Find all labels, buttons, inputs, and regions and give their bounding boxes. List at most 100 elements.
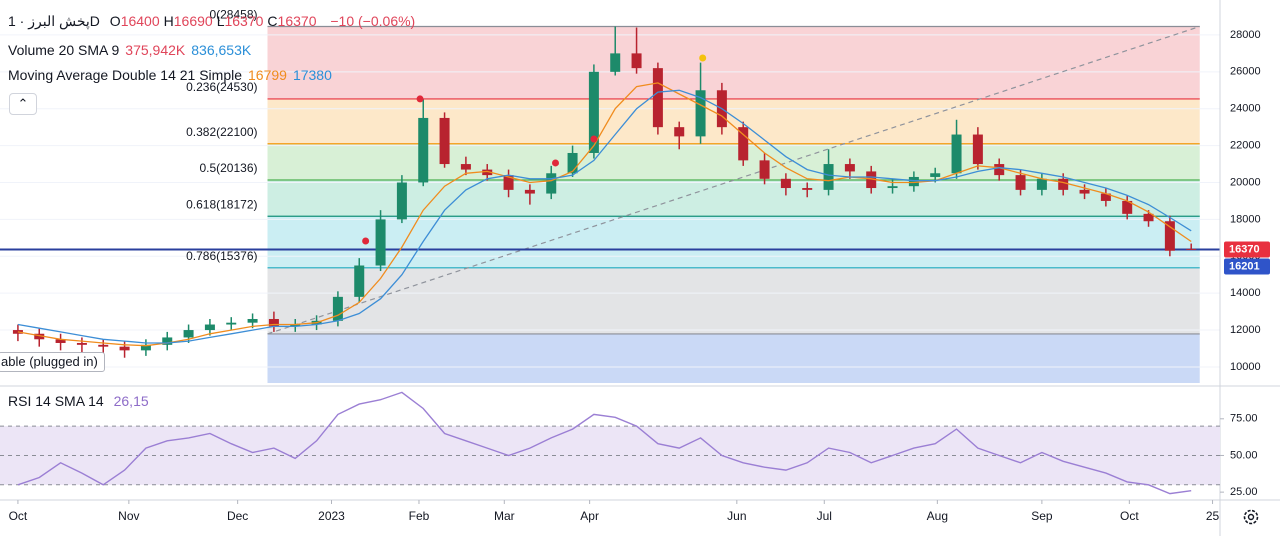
candle-body [546, 173, 557, 194]
signal-marker [551, 159, 559, 167]
indicator-value: 17380 [292, 67, 332, 83]
y-tick-label: 24000 [1230, 103, 1261, 115]
signal-marker [362, 237, 370, 245]
candle-body [204, 324, 215, 331]
rsi-line [17, 391, 1192, 495]
candle-body [247, 318, 258, 323]
price-label: 16370 [1229, 243, 1260, 255]
y-tick-label: 20000 [1230, 176, 1261, 188]
rsi-legend: RSI 14 SMA 14 26,15 [8, 393, 155, 409]
fib-label: 0.236(24530) [186, 80, 257, 94]
candle-body [354, 265, 365, 297]
indicator-legend: Moving Average Double 14 21 Simple 16799 1… [8, 67, 338, 83]
rsi-tick-label: 25.00 [1230, 486, 1258, 498]
candle-body [396, 182, 407, 220]
price-label-box [1224, 241, 1270, 258]
signal-marker [590, 135, 598, 143]
change: −10 (−0.06%) [330, 13, 416, 29]
indicator-legend: Volume 20 SMA 9 375,942K 836,653K [8, 42, 257, 58]
y-tick-label: 18000 [1230, 213, 1261, 225]
x-tick-label: Mar [494, 509, 515, 523]
tooltip: able (plugged in) [0, 352, 105, 372]
moving-average [17, 89, 1192, 344]
trend-line [267, 25, 1200, 335]
rsi-tick-label: 50.00 [1230, 449, 1258, 461]
ohlc-item: H16690 [164, 13, 213, 29]
fib-label: 0.382(22100) [186, 125, 257, 139]
y-tick-label: 28000 [1230, 29, 1261, 41]
candle-body [503, 175, 514, 190]
fib-band [267, 98, 1200, 144]
x-tick-label: 2023 [318, 509, 345, 523]
candle-body [482, 169, 493, 176]
candle-body [460, 164, 471, 170]
candle-body [76, 342, 87, 345]
ohlc-value: 16690 [173, 13, 213, 29]
x-tick-label: 25 [1206, 509, 1220, 523]
indicator-value: 375,942K [125, 42, 186, 58]
x-tick-label: Nov [118, 509, 139, 523]
x-tick-label: Sep [1031, 509, 1053, 523]
fib-band [267, 143, 1200, 180]
rsi-value: 26,15 [113, 393, 149, 409]
candle-body [759, 160, 770, 179]
fib-band [267, 216, 1200, 268]
candle-body [567, 152, 578, 174]
settings-ring [1243, 509, 1259, 525]
fib-label: 0.5(20136) [199, 161, 257, 175]
candle-body [588, 71, 599, 153]
candle-body [290, 324, 301, 327]
ohlc-letter: L [216, 13, 225, 29]
price-label: 16201 [1229, 260, 1260, 272]
x-tick-label: Aug [927, 509, 948, 523]
fib-band [267, 267, 1200, 334]
indicator-label: Moving Average Double 14 21 Simple [8, 67, 243, 83]
fib-label: 0.786(15376) [186, 249, 257, 263]
fib-label: 0.618(18172) [186, 197, 257, 211]
x-tick-label: Oct [1120, 509, 1139, 523]
fib-label: 0(28458) [209, 8, 257, 22]
candle-body [55, 339, 66, 343]
candle-body [418, 117, 429, 183]
indicator-label: Volume 20 SMA 9 [8, 42, 120, 58]
ohlc-letter: O [109, 13, 121, 29]
x-tick-label: Feb [409, 509, 430, 523]
candle-body [332, 296, 343, 321]
x-tick-label: Apr [580, 509, 599, 523]
candle-body [780, 178, 791, 189]
fib-band [267, 333, 1200, 383]
y-tick-label: 14000 [1230, 287, 1261, 299]
candle-body [1058, 178, 1069, 190]
candle-body [439, 117, 450, 165]
ohlc-value: 16400 [120, 13, 160, 29]
candle-body [162, 337, 173, 345]
ohlc-item: O16400 [110, 13, 160, 29]
candle-body [866, 171, 877, 189]
settings-icon[interactable] [1243, 509, 1259, 525]
candle-body [226, 322, 237, 325]
candle-body [524, 189, 535, 194]
signal-marker [699, 54, 707, 62]
candle-body [951, 134, 962, 174]
indicator-value: 836,653K [191, 42, 252, 58]
collapse-button[interactable]: ⌃ [9, 93, 37, 115]
candle-body [695, 90, 706, 137]
candle-body [738, 127, 749, 161]
candle-body [183, 330, 194, 338]
candle-body [802, 188, 813, 190]
candle-body [887, 186, 898, 189]
candle-body [1079, 189, 1090, 194]
candle-body [994, 164, 1005, 176]
symbol-legend: پخش البرز · 1D O16400 H16690 L16370 C16370 … [8, 13, 421, 30]
price-label-box [1224, 258, 1270, 275]
candle-body [1015, 175, 1026, 190]
candle-body [98, 344, 109, 347]
candle-body [1036, 178, 1047, 190]
candle-body [631, 53, 642, 69]
candle-body [844, 164, 855, 172]
candle-body [1164, 221, 1175, 251]
candle-body [1186, 248, 1197, 250]
candle-body [119, 346, 130, 351]
